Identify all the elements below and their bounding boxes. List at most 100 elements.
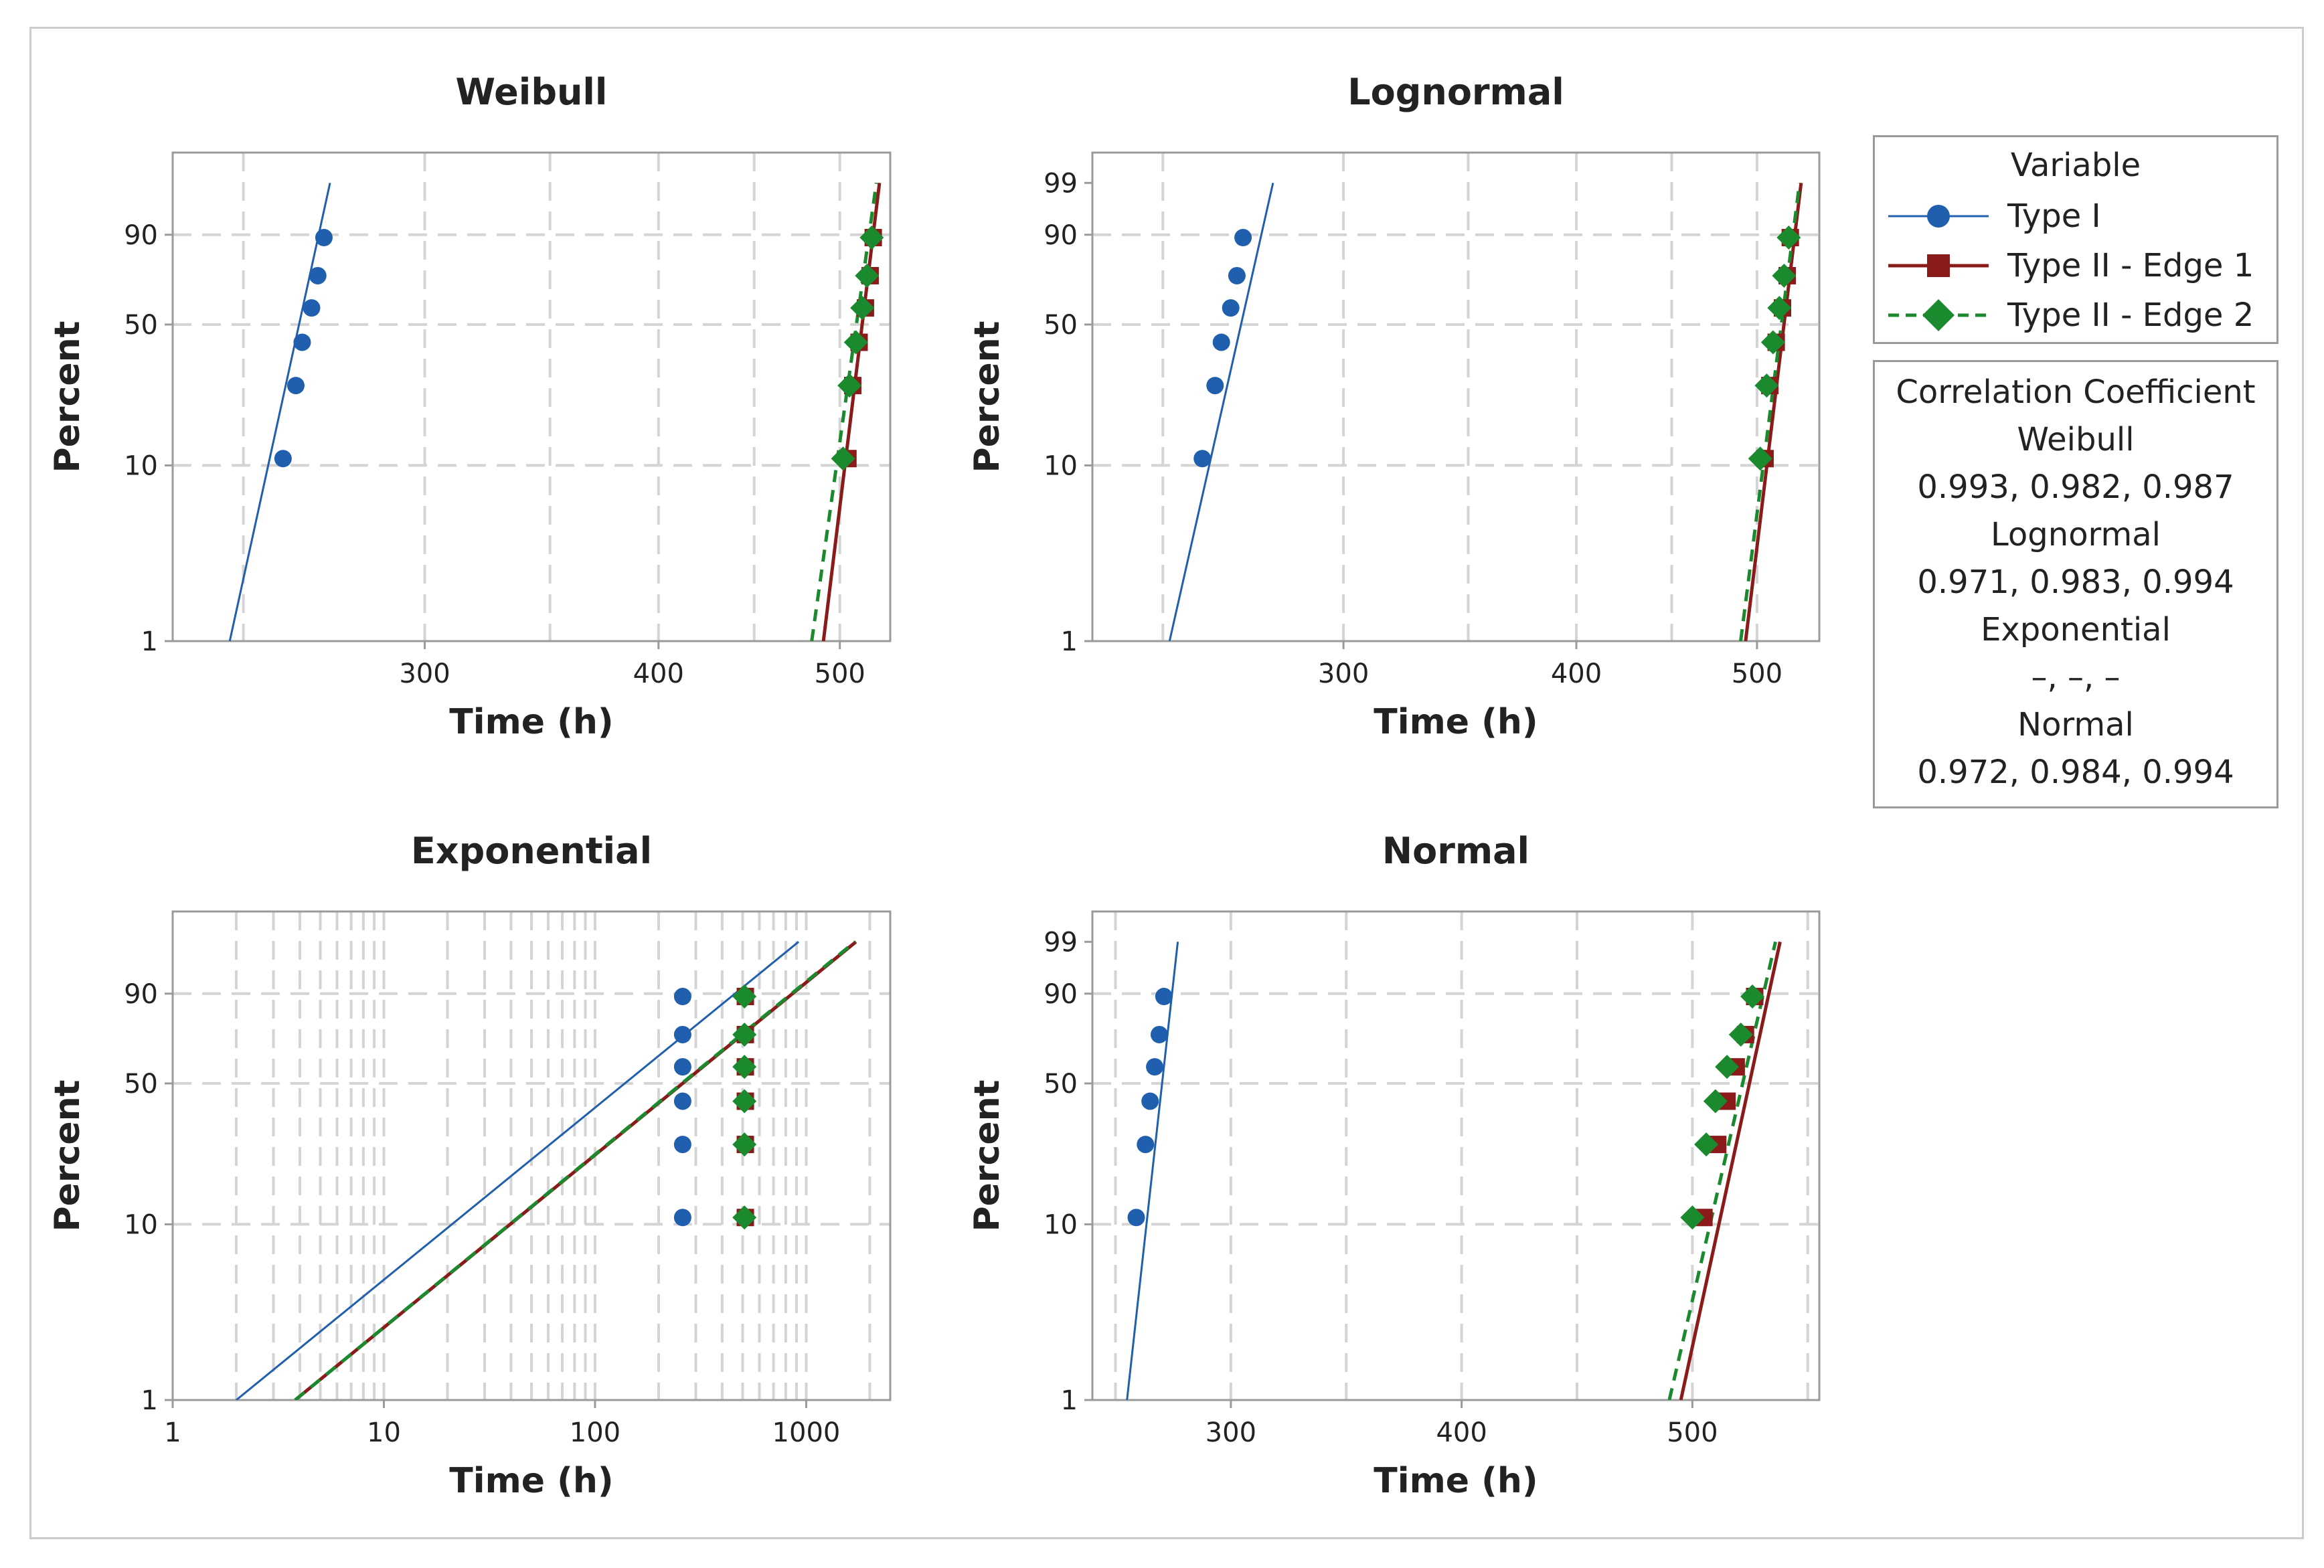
weibull-fit-line-edge1	[821, 183, 882, 641]
normal-point-type1-3	[1141, 1092, 1159, 1110]
legend-label-edge2: Type II - Edge 2	[2007, 296, 2254, 334]
exponential-point-edge2-1	[732, 1205, 757, 1230]
normal-xtick-label-500: 500	[1667, 1417, 1718, 1448]
normal-point-type1-4	[1146, 1058, 1164, 1076]
exponential-xtick-label-10: 10	[367, 1417, 401, 1448]
weibull-point-edge2-2	[837, 373, 862, 398]
lognormal-xtick-label-500: 500	[1732, 659, 1782, 689]
correlation-exponential-values: –, –, –	[2031, 659, 2121, 696]
exponential-ytick-label-90: 90	[124, 979, 158, 1010]
exponential-point-edge2-6	[732, 984, 757, 1009]
exponential-point-type1-6	[673, 988, 691, 1006]
correlation-weibull-name: Weibull	[2017, 421, 2135, 458]
normal-point-type1-2	[1137, 1136, 1155, 1154]
lognormal-series-layer	[1168, 182, 1803, 641]
weibull-xtick-label-400: 400	[633, 659, 684, 689]
normal-ytick-label-1: 1	[1061, 1385, 1078, 1416]
lognormal-ytick-label-10: 10	[1044, 450, 1078, 481]
exponential-ytick-label-50: 50	[124, 1069, 158, 1100]
weibull-point-edge2-5	[855, 263, 880, 288]
exponential-point-edge2-4	[732, 1055, 757, 1079]
exponential-point-edge2-5	[732, 1022, 757, 1047]
legend-label-type1: Type I	[2007, 197, 2101, 235]
legend-title: Variable	[2010, 147, 2141, 184]
lognormal-fit-line-type1	[1168, 182, 1274, 641]
weibull-point-edge2-4	[850, 296, 875, 321]
legend-item-edge1: Type II - Edge 1	[1888, 246, 2254, 286]
legend-item-edge2: Type II - Edge 2	[1888, 295, 2254, 335]
normal-point-type1-1	[1127, 1209, 1145, 1227]
lognormal-fit-line-edge1	[1744, 183, 1803, 641]
normal-fit-line-type1	[1126, 942, 1179, 1400]
correlation-box: Correlation Coefficient Weibull 0.993, 0…	[1873, 360, 2278, 808]
correlation-normal-values: 0.972, 0.984, 0.994	[1917, 754, 2234, 791]
weibull-xtick-label-300: 300	[399, 659, 450, 689]
lognormal-point-type1-6	[1234, 229, 1252, 247]
legend-item-type1: Type I	[1888, 196, 2101, 236]
weibull-point-type1-3	[293, 333, 311, 351]
lognormal-plot-area	[1091, 151, 1821, 642]
exponential-xtick-label-100: 100	[570, 1417, 620, 1448]
exponential-series-layer	[236, 940, 857, 1400]
exponential-xtick-label-1: 1	[164, 1417, 181, 1448]
lognormal-point-edge2-6	[1776, 226, 1801, 250]
normal-xtick-label-300: 300	[1206, 1417, 1256, 1448]
weibull-point-type1-2	[286, 377, 305, 395]
normal-point-edge2-1	[1680, 1205, 1705, 1230]
weibull-title: Weibull	[456, 71, 608, 113]
diamond-marker-icon	[1888, 299, 1989, 331]
exponential-plot-area	[171, 910, 892, 1401]
normal-point-type1-6	[1155, 988, 1173, 1006]
lognormal-ytick-label-99: 99	[1044, 168, 1078, 199]
correlation-weibull-values: 0.993, 0.982, 0.987	[1917, 468, 2234, 506]
lognormal-ylabel: Percent	[967, 321, 1007, 473]
exponential-point-type1-1	[673, 1209, 691, 1227]
exponential-point-type1-2	[673, 1136, 691, 1154]
weibull-point-edge2-1	[831, 446, 855, 471]
weibull-ytick-label-50: 50	[124, 310, 158, 341]
lognormal-title: Lognormal	[1347, 71, 1564, 113]
weibull-plot-area	[171, 151, 892, 642]
lognormal-point-type1-2	[1206, 377, 1224, 395]
exponential-point-type1-5	[673, 1025, 691, 1043]
weibull-xlabel: Time (h)	[449, 702, 613, 742]
lognormal-point-edge2-1	[1748, 446, 1772, 471]
exponential-title: Exponential	[411, 830, 652, 872]
normal-panel: 300 400 500 1 10 50 90 99 Normal Time (h) Percent	[967, 830, 1821, 1501]
weibull-fit-line-type1	[228, 182, 331, 641]
weibull-series-layer	[228, 182, 884, 641]
normal-series-layer	[1126, 941, 1782, 1400]
weibull-point-type1-5	[309, 266, 327, 284]
lognormal-point-edge2-4	[1767, 296, 1792, 321]
lognormal-xtick-label-300: 300	[1318, 659, 1369, 689]
normal-ytick-label-50: 50	[1044, 1069, 1078, 1100]
legend-label-edge1: Type II - Edge 1	[2007, 247, 2254, 284]
correlation-lognormal-values: 0.971, 0.983, 0.994	[1917, 563, 2234, 601]
normal-point-edge2-4	[1715, 1055, 1740, 1079]
weibull-ylabel: Percent	[48, 321, 88, 473]
normal-title: Normal	[1382, 830, 1529, 872]
weibull-panel: 300 400 500 1 10 50 90 Weibull Time (h) Percent	[48, 71, 892, 742]
lognormal-point-type1-5	[1228, 266, 1246, 284]
exponential-point-edge2-3	[732, 1089, 757, 1114]
weibull-fit-line-edge2	[810, 182, 878, 641]
square-marker-icon	[1888, 254, 1989, 277]
weibull-point-edge2-3	[843, 330, 868, 355]
exponential-ytick-label-10: 10	[124, 1209, 158, 1240]
normal-xlabel: Time (h)	[1374, 1461, 1538, 1501]
lognormal-point-edge2-2	[1754, 373, 1779, 398]
exponential-panel: 1 10 100 1000 1 10 50 90 Exponential Time (h) Perc…	[48, 830, 892, 1501]
normal-xtick-label-400: 400	[1436, 1417, 1487, 1448]
exponential-ylabel: Percent	[48, 1080, 88, 1232]
correlation-exponential-name: Exponential	[1981, 611, 2171, 648]
lognormal-ytick-label-90: 90	[1044, 220, 1078, 251]
correlation-title: Correlation Coefficient	[1896, 373, 2256, 411]
normal-plot-area	[1091, 910, 1821, 1401]
exponential-fit-line-edge2	[294, 940, 856, 1400]
weibull-ytick-label-1: 1	[141, 626, 158, 657]
normal-fit-line-edge1	[1679, 941, 1782, 1400]
exponential-point-type1-3	[673, 1092, 691, 1110]
exponential-fit-line-type1	[236, 941, 799, 1400]
exponential-ytick-label-1: 1	[141, 1385, 158, 1416]
